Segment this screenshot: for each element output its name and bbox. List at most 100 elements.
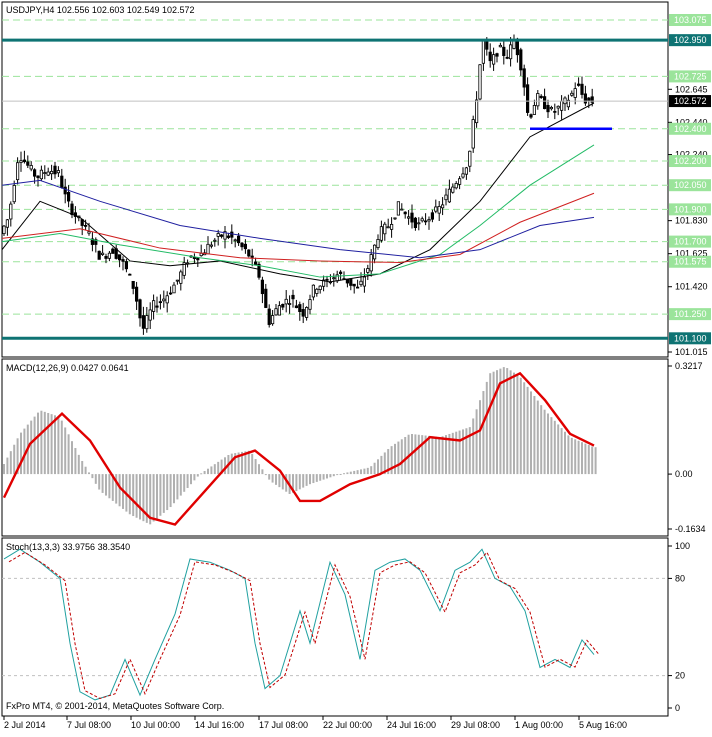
macd-bar <box>135 474 138 518</box>
macd-bar <box>105 474 107 496</box>
candle-body <box>22 159 27 163</box>
macd-bar <box>584 443 587 475</box>
candle-body <box>19 160 23 163</box>
macd-bar <box>190 474 192 485</box>
macd-bar <box>438 437 441 475</box>
price-tag-label: 102.572 <box>674 96 707 106</box>
macd-bar <box>207 468 209 475</box>
candle-body <box>471 119 475 149</box>
stoch-header: Stoch(13,3,3) 33.9756 38.3540 <box>6 542 130 552</box>
price-panel[interactable] <box>1 1 669 358</box>
macd-panel[interactable] <box>1 358 669 537</box>
macd-bar <box>543 409 546 475</box>
candle-body <box>468 150 472 167</box>
candle-body <box>478 64 482 100</box>
macd-bar <box>244 451 247 475</box>
macd-bar <box>394 443 396 475</box>
candle-body <box>315 288 319 294</box>
macd-bar <box>594 447 597 475</box>
candle-body <box>151 300 156 312</box>
candle-body <box>457 178 462 185</box>
macd-bar <box>13 444 16 475</box>
candle-body <box>33 169 37 177</box>
macd-bar <box>98 474 101 490</box>
macd-bar <box>210 466 213 475</box>
candle-body <box>199 252 203 257</box>
macd-bar <box>37 412 39 475</box>
macd-bar <box>533 396 536 475</box>
macd-bar <box>162 474 165 513</box>
macd-bar <box>261 469 264 475</box>
candle-body <box>355 286 360 289</box>
candle-body <box>359 280 363 286</box>
candle-body <box>291 294 295 300</box>
candle-body <box>577 83 581 86</box>
macd-bar <box>502 367 505 475</box>
candle-body <box>332 277 336 280</box>
macd-bar <box>485 381 488 475</box>
macd-bar <box>57 416 60 475</box>
price-tag <box>669 70 711 83</box>
price-tag-label: 102.200 <box>674 156 707 166</box>
macd-bar <box>472 418 475 475</box>
candle-body <box>179 271 183 284</box>
candle-body <box>216 233 220 237</box>
price-tag <box>669 203 711 216</box>
candle-body <box>15 162 20 181</box>
macd-bar <box>118 474 121 507</box>
candle-body <box>284 298 288 305</box>
candle-body <box>141 315 145 329</box>
candle-body <box>396 201 401 216</box>
macd-bar <box>387 449 390 475</box>
candle-body <box>39 169 44 180</box>
macd-bar <box>30 420 33 475</box>
price-tag-label: 101.250 <box>674 309 707 319</box>
macd-bar <box>213 464 216 475</box>
macd-axis-label: 0.3217 <box>675 361 703 371</box>
macd-bar <box>343 473 345 475</box>
candle-body <box>253 261 258 265</box>
macd-bar <box>468 427 471 475</box>
macd-bar <box>397 441 400 475</box>
candle-body <box>522 68 526 88</box>
candle-body <box>386 226 390 229</box>
macd-bar <box>196 474 199 477</box>
candle-body <box>573 88 577 98</box>
macd-bar <box>173 474 175 504</box>
macd-bar <box>159 474 162 516</box>
macd-bar <box>332 474 335 477</box>
price-tag <box>669 308 711 321</box>
macd-bar <box>550 417 553 475</box>
candle-body <box>118 254 122 261</box>
candle-body <box>67 191 71 202</box>
candle-body <box>539 95 543 98</box>
candle-body <box>240 242 244 248</box>
candle-body <box>464 167 469 175</box>
candle-body <box>209 244 213 247</box>
candle-body <box>247 249 251 257</box>
macd-bar <box>186 474 189 488</box>
candle-body <box>104 256 108 259</box>
candle-body <box>121 259 125 262</box>
candle-body <box>138 299 142 319</box>
price-guide-lines <box>2 19 668 315</box>
stoch-axis-label: 80 <box>675 573 685 583</box>
macd-bar <box>60 420 63 475</box>
candle-body <box>60 175 64 188</box>
macd-bar <box>462 429 464 475</box>
price-axis-label: 101.625 <box>675 249 708 259</box>
macd-bar <box>421 435 424 475</box>
macd-bar <box>581 442 583 475</box>
stoch-panel[interactable] <box>1 537 669 717</box>
candle-body <box>63 186 67 195</box>
time-axis-label: 29 Jul 08:00 <box>451 720 500 730</box>
macd-bar <box>366 467 369 475</box>
macd-bar <box>567 435 570 475</box>
macd-bar <box>570 437 573 475</box>
time-axis: 2 Jul 2014 7 Jul 08:00 10 Jul 00:00 14 Jul … <box>3 716 627 730</box>
candle-body <box>430 212 435 220</box>
candle-body <box>219 234 224 237</box>
macd-bar <box>94 474 97 484</box>
macd-bar <box>108 474 111 499</box>
